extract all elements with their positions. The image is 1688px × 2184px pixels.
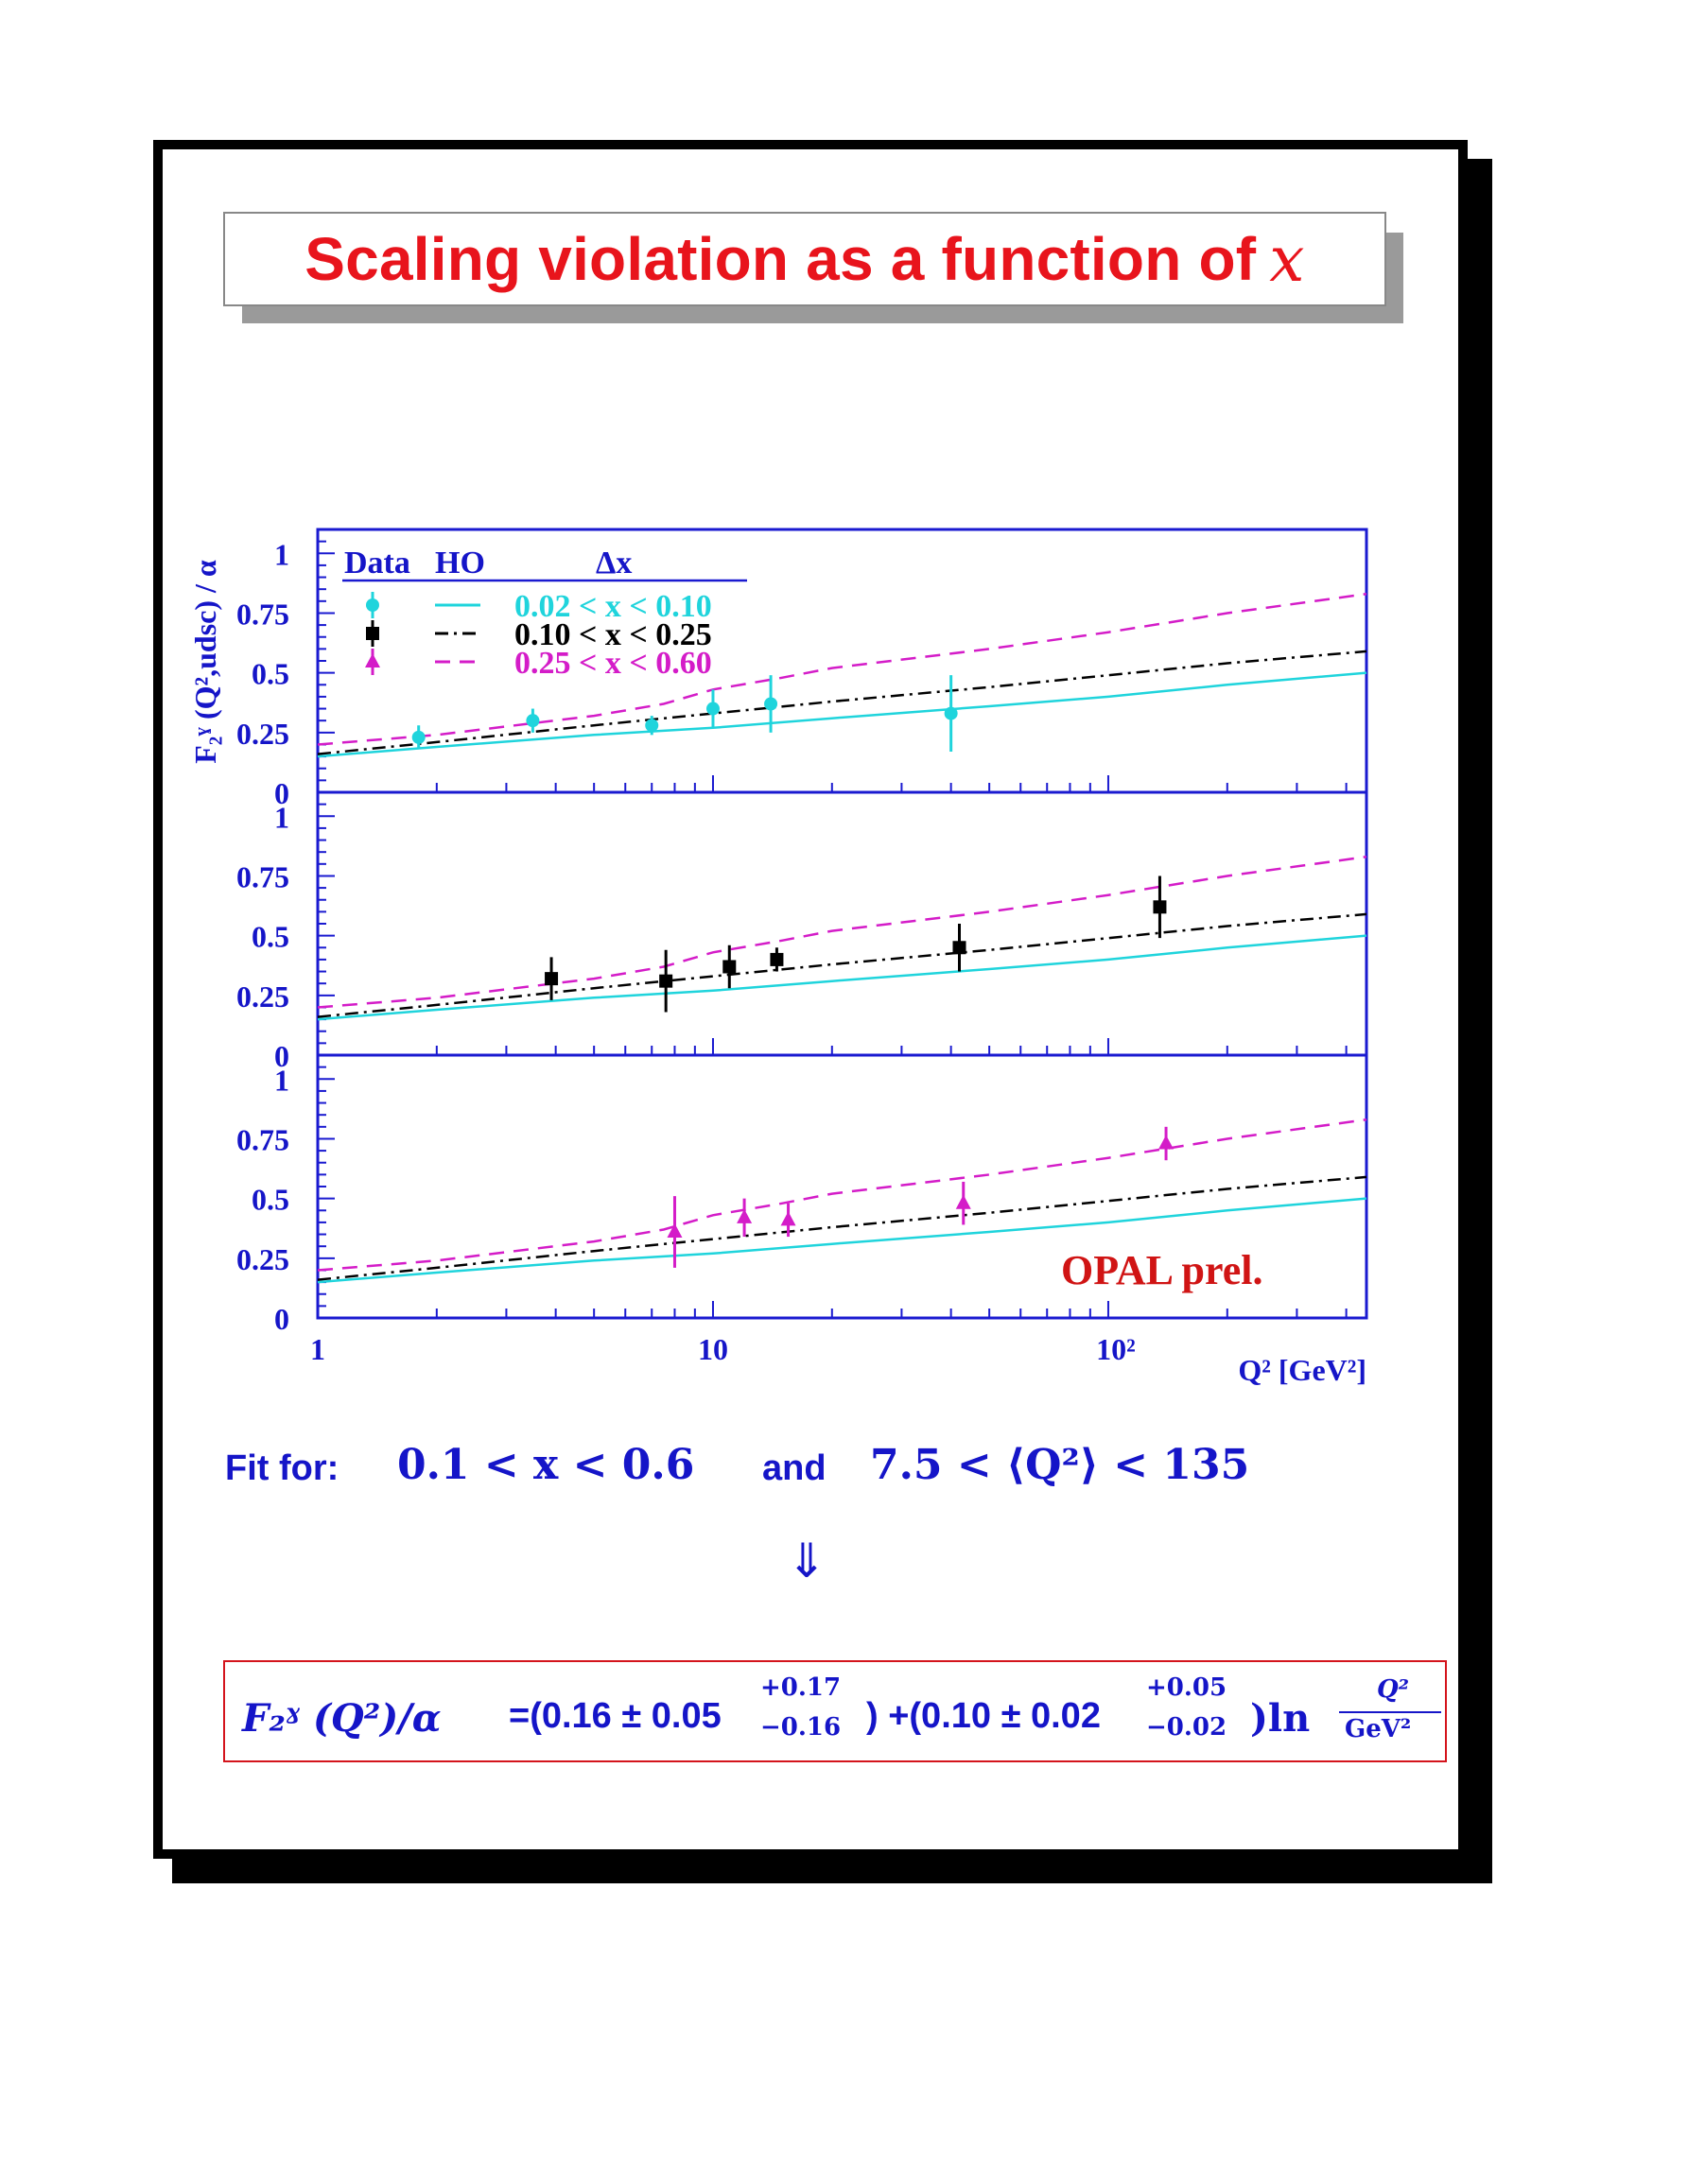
curve-black_dashdot-panel-1 xyxy=(317,650,1367,755)
data-point xyxy=(764,697,778,711)
curve-magenta_dashed-panel-1 xyxy=(317,592,1367,746)
x-tick-label: 10² xyxy=(1096,1332,1136,1366)
y-tick-label: 0 xyxy=(274,776,289,810)
data-point xyxy=(737,1208,753,1223)
data-point xyxy=(780,1211,796,1226)
page-title: Scaling violation as a function of xyxy=(305,225,1257,293)
data-point xyxy=(944,706,958,720)
y-tick-label: 0.5 xyxy=(252,920,289,954)
fit-and: and xyxy=(762,1448,827,1488)
formula-box: F₂ˠ (Q²)/α =(0.16 ± 0.05 +0.17 −0.16 ) +… xyxy=(223,1660,1447,1762)
title-box: Scaling violation as a function of x xyxy=(223,212,1386,306)
formula-lhs: F₂ˠ (Q²)/α xyxy=(242,1696,442,1741)
y-tick-label: 0 xyxy=(274,1302,289,1336)
x-axis-label: Q² [GeV²] xyxy=(1238,1353,1366,1387)
data-point xyxy=(667,1223,683,1239)
formula-frac-bar xyxy=(1339,1711,1441,1713)
implies-arrow: ⇓ xyxy=(787,1534,827,1588)
data-point xyxy=(722,960,737,974)
fit-x-range: 0.1 < x < 0.6 xyxy=(397,1441,695,1489)
fit-label: Fit for: xyxy=(225,1448,339,1488)
formula-sup1: +0.17 xyxy=(760,1673,842,1702)
formula-frac-num: Q² xyxy=(1377,1675,1410,1704)
legend-header-data: Data xyxy=(344,546,410,581)
curve-cyan_solid-panel-3 xyxy=(317,1197,1367,1284)
curve-cyan_solid-panel-2 xyxy=(317,934,1367,1021)
legend-header-dx: Δx xyxy=(596,546,632,581)
y-tick-label: 0.75 xyxy=(236,859,289,893)
data-point xyxy=(1153,900,1167,914)
curve-cyan_solid-panel-1 xyxy=(317,671,1367,758)
x-tick-label: 10 xyxy=(698,1332,728,1366)
data-point xyxy=(526,714,540,728)
y-tick-label: 0.75 xyxy=(236,597,289,631)
x-tick-label: 1 xyxy=(310,1332,325,1366)
data-point xyxy=(645,719,659,733)
data-point xyxy=(659,974,673,988)
fit-q2-range: 7.5 < ⟨Q²⟩ < 135 xyxy=(870,1441,1250,1489)
legend-marker xyxy=(365,653,380,667)
formula-sub1: −0.16 xyxy=(760,1713,842,1742)
curve-magenta_dashed-panel-2 xyxy=(317,855,1367,1009)
y-tick-label: 0.25 xyxy=(236,979,289,1014)
data-point xyxy=(705,702,720,716)
curve-black_dashdot-panel-3 xyxy=(317,1175,1367,1281)
legend-header-ho: HO xyxy=(435,546,485,581)
fit-formula: F₂ˠ (Q²)/α =(0.16 ± 0.05 +0.17 −0.16 ) +… xyxy=(242,1673,1441,1751)
legend-marker xyxy=(366,627,379,640)
legend-entry: 0.02 < x < 0.10 xyxy=(514,589,712,624)
y-axis-label: F₂ˠ (Q²,udsc) / α xyxy=(188,560,222,764)
opal-annotation: OPAL prel. xyxy=(1061,1247,1263,1293)
legend-entry: 0.25 < x < 0.60 xyxy=(514,646,712,681)
data-point xyxy=(1158,1135,1175,1150)
y-tick-label: 0.25 xyxy=(236,717,289,751)
y-tick-label: 0.5 xyxy=(252,657,289,691)
y-tick-label: 1 xyxy=(274,1063,289,1097)
data-point xyxy=(955,1194,971,1209)
title-variable: x xyxy=(1269,222,1305,296)
formula-term2: ) +(0.10 ± 0.02 xyxy=(866,1696,1101,1736)
formula-sup2: +0.05 xyxy=(1146,1673,1227,1702)
formula-frac-den: GeV² xyxy=(1345,1715,1412,1743)
formula-term1: =(0.16 ± 0.05 xyxy=(509,1696,722,1736)
y-tick-label: 1 xyxy=(274,800,289,834)
y-tick-label: 0.5 xyxy=(252,1183,289,1217)
y-tick-label: 0.25 xyxy=(236,1242,289,1276)
legend-marker xyxy=(366,598,379,612)
y-tick-label: 0 xyxy=(274,1039,289,1073)
formula-sub2: −0.02 xyxy=(1146,1713,1227,1742)
slide-frame xyxy=(153,140,1468,1859)
legend-entry: 0.10 < x < 0.25 xyxy=(514,617,712,652)
curve-magenta_dashed-panel-3 xyxy=(317,1118,1367,1272)
panel-frame-2 xyxy=(316,790,1368,1057)
formula-ln: )ln xyxy=(1250,1696,1311,1741)
data-point xyxy=(952,941,966,955)
y-tick-label: 0.75 xyxy=(236,1122,289,1156)
data-point xyxy=(411,730,426,744)
y-tick-label: 1 xyxy=(274,537,289,571)
data-point xyxy=(770,952,784,966)
curve-black_dashdot-panel-2 xyxy=(317,912,1367,1018)
data-point xyxy=(545,972,559,986)
